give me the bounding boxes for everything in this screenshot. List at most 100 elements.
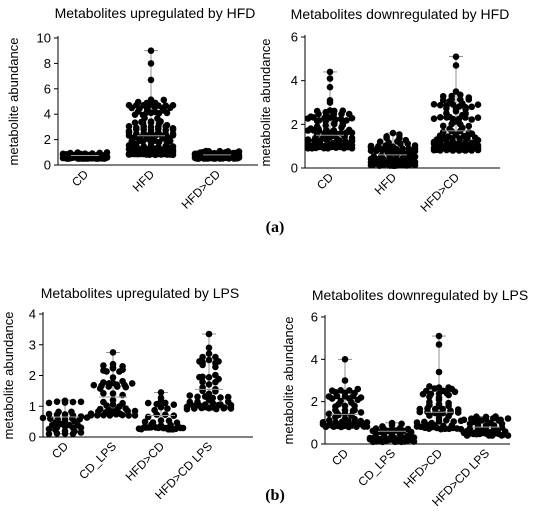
y-tick-label: 0 — [311, 437, 318, 452]
y-tick-label: 2 — [311, 394, 318, 409]
data-point — [435, 341, 443, 348]
data-point — [435, 402, 443, 410]
y-tick-label: 6 — [291, 30, 298, 45]
data-point — [112, 411, 120, 418]
y-axis-label: metabolite abundance — [258, 39, 273, 167]
data-point — [426, 401, 433, 409]
data-point — [416, 405, 424, 413]
data-point — [205, 381, 213, 388]
data-point — [147, 47, 155, 54]
data-point — [344, 417, 352, 425]
x-tick-label: CD_LPS — [76, 439, 119, 482]
data-point — [474, 136, 482, 144]
group-cd — [59, 149, 111, 162]
data-point — [147, 118, 155, 125]
data-point — [325, 393, 333, 400]
data-point — [119, 411, 126, 419]
data-point — [212, 363, 219, 371]
data-point — [100, 367, 107, 374]
data-point — [474, 142, 482, 149]
group-hfd-gt-cd — [191, 147, 243, 162]
data-point — [452, 53, 460, 60]
data-point — [439, 128, 447, 136]
data-point — [354, 385, 362, 393]
data-point — [440, 422, 447, 430]
data-point — [119, 399, 126, 407]
data-point — [498, 420, 506, 428]
data-point — [430, 101, 438, 108]
data-point — [205, 350, 213, 358]
data-point — [435, 332, 443, 340]
data-point — [100, 411, 107, 419]
data-point — [191, 405, 198, 412]
data-point — [147, 60, 155, 67]
data-point — [217, 394, 224, 401]
data-point — [396, 430, 404, 438]
data-point — [474, 422, 482, 429]
data-point — [351, 415, 358, 423]
data-point — [475, 416, 483, 424]
y-tick-label: 4 — [29, 307, 36, 322]
data-point — [155, 125, 162, 133]
data-point — [435, 418, 443, 425]
data-point — [445, 402, 452, 410]
x-tick-label: HFD>CD — [123, 439, 168, 484]
chart-upregulated-by-hfd: Metabolites upregulated by HFD metabolite… — [6, 5, 258, 212]
data-point — [153, 400, 160, 408]
data-point — [74, 149, 81, 156]
data-point — [147, 138, 155, 146]
group-cd — [319, 356, 371, 431]
data-point — [53, 430, 61, 437]
data-point — [339, 121, 347, 129]
y-axis-label: metabolite abundance — [1, 312, 16, 440]
data-point — [379, 423, 386, 430]
data-point — [106, 412, 114, 419]
data-point — [125, 123, 133, 130]
data-point — [404, 140, 412, 147]
data-point — [147, 123, 155, 131]
data-point — [304, 115, 312, 122]
data-point — [348, 114, 356, 122]
data-point — [468, 130, 476, 138]
data-point — [144, 399, 152, 407]
data-point — [445, 391, 452, 399]
data-point — [380, 431, 388, 439]
data-point — [380, 145, 387, 153]
data-point — [199, 361, 206, 369]
data-point — [109, 365, 117, 372]
x-tick-label: CD_LPS — [355, 446, 398, 489]
data-point — [162, 411, 169, 419]
data-point — [224, 398, 232, 406]
data-point — [449, 101, 457, 108]
data-point — [157, 394, 165, 402]
data-point — [388, 431, 396, 439]
data-point — [153, 131, 160, 139]
data-point — [504, 415, 512, 422]
data-point — [430, 138, 438, 146]
data-point — [109, 374, 117, 381]
data-point — [76, 416, 83, 423]
chart-downregulated-by-lps: Metabolites downregulated by LPS metaboli… — [281, 287, 528, 509]
data-point — [468, 103, 476, 111]
data-point — [166, 104, 174, 112]
data-point — [452, 108, 460, 115]
data-point — [445, 412, 452, 420]
data-point — [332, 419, 339, 426]
data-point — [66, 421, 73, 429]
data-point — [147, 76, 155, 84]
data-point — [149, 419, 157, 426]
data-point — [325, 410, 333, 418]
data-point — [504, 432, 512, 439]
y-axis-label: metabolite abundance — [281, 317, 296, 445]
data-point — [443, 138, 450, 146]
data-point — [448, 385, 456, 393]
data-point — [437, 114, 444, 121]
data-point — [341, 389, 349, 397]
data-point — [465, 122, 473, 130]
data-point — [443, 102, 450, 109]
data-point — [462, 110, 469, 117]
data-point — [141, 418, 149, 426]
y-tick-label: 0 — [29, 430, 36, 445]
data-point — [61, 430, 69, 437]
data-point — [100, 398, 107, 406]
